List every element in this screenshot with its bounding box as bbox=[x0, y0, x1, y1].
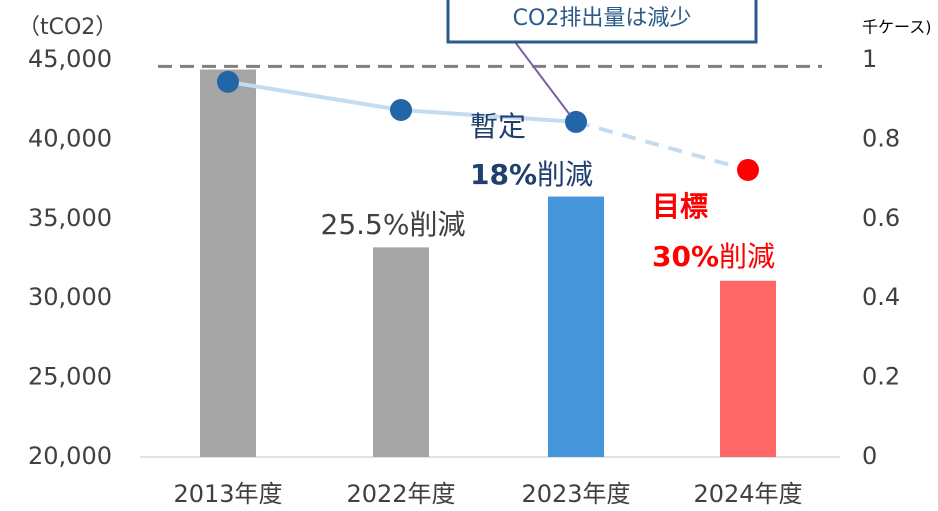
bar bbox=[200, 69, 256, 457]
line-point bbox=[217, 70, 239, 93]
y2-tick-label: 1 bbox=[862, 45, 877, 73]
x-tick-label: 2022年度 bbox=[346, 480, 455, 508]
line-point bbox=[390, 99, 412, 122]
y-tick-label: 20,000 bbox=[28, 442, 112, 470]
annotation: 暫定 bbox=[470, 110, 526, 143]
annotation-word: 削減 bbox=[537, 158, 593, 191]
y-tick-label: 35,000 bbox=[28, 204, 112, 232]
annotation: 目標 bbox=[652, 190, 708, 223]
line-point bbox=[737, 158, 759, 181]
y-tick-label: 25,000 bbox=[28, 363, 112, 391]
x-tick-label: 2013年度 bbox=[173, 480, 282, 508]
y2-tick-label: 0.8 bbox=[862, 124, 900, 152]
callout-box bbox=[446, 0, 758, 44]
callout-pointer bbox=[514, 41, 571, 116]
callout-text: CO2排出量は減少 bbox=[513, 6, 692, 31]
y2-tick-label: 0 bbox=[862, 442, 877, 470]
bar bbox=[548, 196, 604, 457]
annotation: 30%削減 bbox=[652, 240, 775, 273]
annotation-pct: 18% bbox=[470, 158, 537, 191]
line-dashed bbox=[575, 120, 749, 172]
y2-tick-label: 0.2 bbox=[862, 363, 900, 391]
bar bbox=[373, 247, 429, 457]
line-point bbox=[565, 110, 587, 133]
annotation: 25.5%削減 bbox=[321, 208, 466, 241]
y2-tick-label: 0.6 bbox=[862, 204, 900, 232]
bar bbox=[720, 280, 776, 457]
y-axis-label: （tCO2） bbox=[18, 15, 117, 40]
annotation-pct: 30% bbox=[652, 240, 719, 273]
annotation-word: 削減 bbox=[719, 240, 775, 273]
x-tick-label: 2024年度 bbox=[693, 480, 802, 508]
annotation: 18%削減 bbox=[470, 158, 593, 191]
y2-axis-label: 千ケース) bbox=[862, 18, 931, 37]
y-tick-label: 30,000 bbox=[28, 283, 112, 311]
y2-tick-label: 0.4 bbox=[862, 283, 900, 311]
x-tick-label: 2023年度 bbox=[521, 480, 630, 508]
y-tick-label: 45,000 bbox=[28, 45, 112, 73]
y-tick-label: 40,000 bbox=[28, 124, 112, 152]
